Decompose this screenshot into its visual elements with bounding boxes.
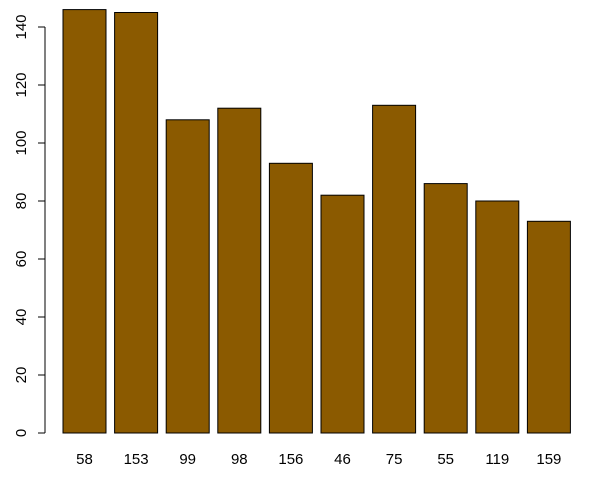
x-category-label: 55: [437, 451, 454, 468]
bar-153: [114, 12, 159, 434]
y-tick-label: 80: [13, 193, 30, 210]
bar-156: [268, 162, 313, 434]
bar-159: [526, 220, 571, 434]
x-axis-labels: 58 153 99 98 156 46 75 55 119 159: [76, 451, 561, 468]
x-category-label: 58: [76, 451, 93, 468]
x-category-label: 46: [334, 451, 351, 468]
x-category-label: 153: [124, 451, 149, 468]
x-category-label: 98: [231, 451, 248, 468]
y-tick-label: 60: [13, 251, 30, 268]
y-tick-label: 120: [13, 72, 30, 97]
bar-46: [320, 194, 365, 434]
bar-99: [165, 119, 210, 434]
bar-58: [62, 9, 107, 434]
x-category-label: 75: [386, 451, 403, 468]
y-tick-label: 40: [13, 309, 30, 326]
x-category-label: 159: [536, 451, 561, 468]
y-tick-label: 0: [13, 429, 30, 437]
bars: [62, 9, 571, 434]
bar-98: [217, 107, 262, 434]
y-axis: 0 20 40 60 80 100 120 140: [13, 14, 46, 437]
y-tick-label: 20: [13, 367, 30, 384]
y-tick-label: 100: [13, 130, 30, 155]
bar-119: [475, 200, 520, 434]
bar-75: [372, 104, 417, 434]
bar-55: [423, 183, 468, 434]
x-category-label: 156: [278, 451, 303, 468]
x-category-label: 119: [485, 451, 509, 468]
y-tick-label: 140: [13, 14, 30, 39]
x-category-label: 99: [179, 451, 196, 468]
